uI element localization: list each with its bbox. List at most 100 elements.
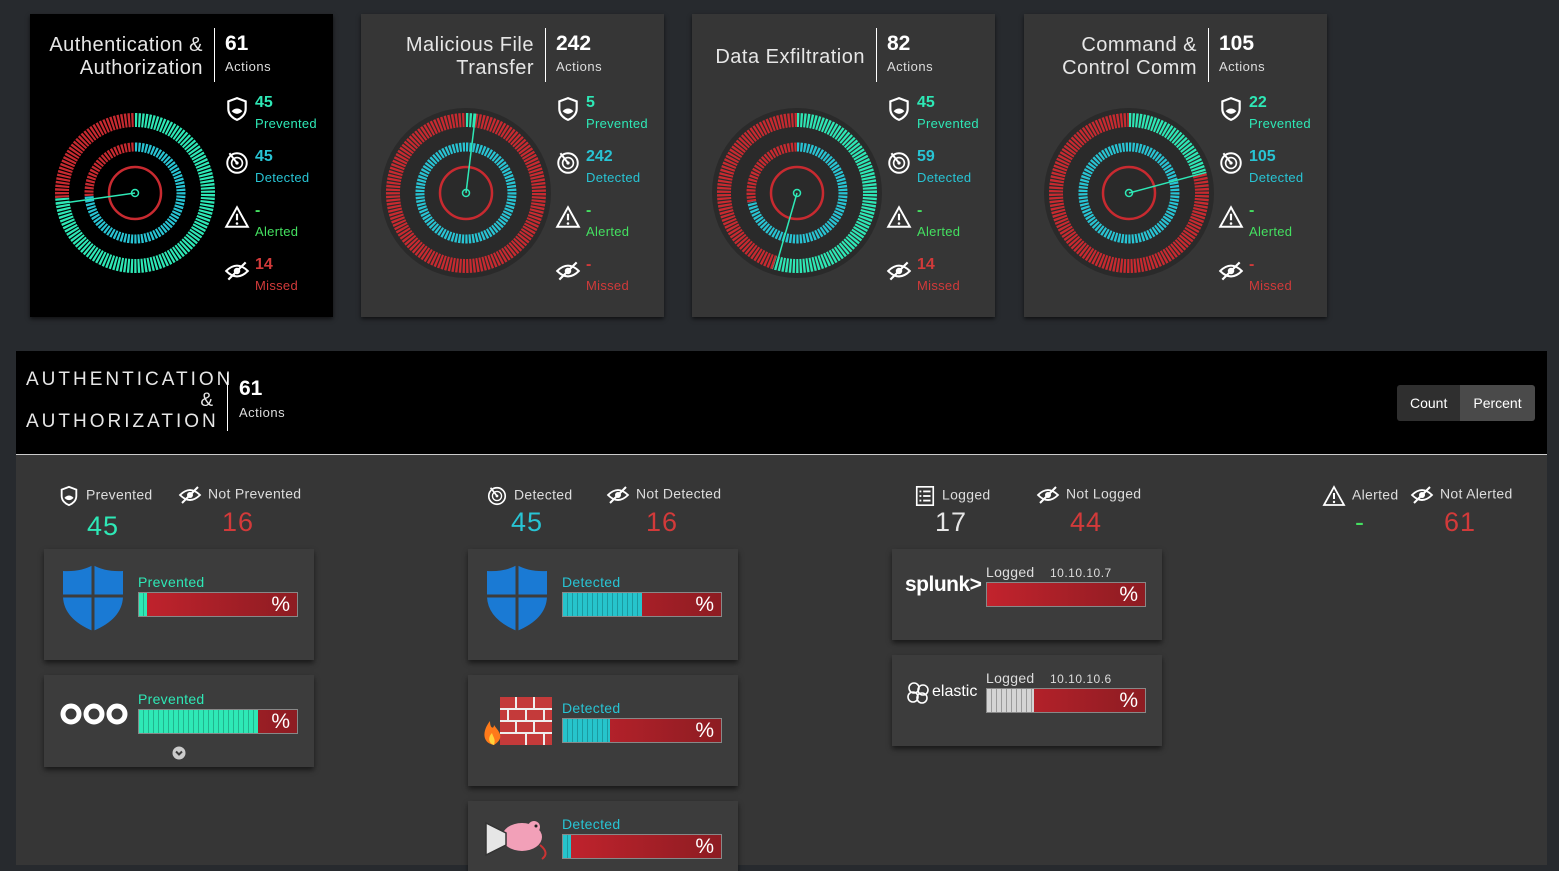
radial-gauge	[381, 108, 551, 278]
category-card[interactable]: Command & Control Comm 105 Actions 22 Prev…	[1024, 14, 1327, 317]
percent-symbol: %	[695, 719, 714, 742]
count-toggle-button[interactable]: Count	[1397, 385, 1461, 421]
radial-gauge	[55, 113, 215, 273]
detection-tile-snort[interactable]: Detected %	[468, 801, 738, 871]
prevented-percent-bar: %	[138, 592, 298, 617]
alerted-stat: - Alerted	[224, 202, 334, 246]
gauge-needle	[774, 192, 798, 271]
gauge-outer-negative-arc	[55, 113, 136, 199]
category-card[interactable]: Malicious File Transfer 242 Actions 5 Prev…	[361, 14, 664, 317]
logged-count: 17	[934, 507, 968, 537]
gauge-middle-ring	[438, 165, 494, 221]
missed-stat: 14 Missed	[224, 256, 334, 300]
eye-slash-icon	[1410, 486, 1434, 504]
missed-label: Missed	[1249, 278, 1292, 293]
card-title-divider	[545, 28, 546, 82]
card-title-line: Command &	[1081, 34, 1197, 56]
percent-symbol: %	[695, 593, 714, 616]
percent-toggle-button[interactable]: Percent	[1460, 385, 1535, 421]
prevented-stat: 45 Prevented	[224, 94, 334, 138]
detail-panel: AUTHENTICATION & AUTHORIZATION 61 Action…	[16, 351, 1547, 871]
prevented-label: Prevented	[255, 116, 317, 131]
alerted-stat: - Alerted	[555, 202, 665, 246]
percent-symbol: %	[271, 593, 290, 616]
alerted-label: Alerted	[255, 224, 299, 239]
prevention-tile-defender[interactable]: Prevented %	[44, 549, 314, 660]
warning-icon	[1322, 485, 1346, 506]
eye-slash-icon	[606, 486, 630, 504]
card-action-count: 82	[887, 32, 911, 55]
prevented-label: Prevented	[586, 116, 648, 131]
detection-tile-defender[interactable]: Detected %	[468, 549, 738, 660]
prevention-tile-three-circles[interactable]: Prevented %	[44, 675, 314, 767]
alerted-value: -	[255, 202, 261, 219]
missed-value: -	[1249, 256, 1255, 273]
elastic-logo: elastic	[932, 683, 978, 700]
radial-gauge	[1044, 108, 1214, 278]
card-title: Authentication & Authorization	[33, 34, 203, 80]
alerted-stat: - Alerted	[886, 202, 996, 246]
shield-icon	[889, 97, 909, 121]
percent-symbol: %	[1119, 583, 1138, 606]
not-detected-count: 16	[645, 507, 679, 537]
gauge-inner-positive-arc	[84, 142, 186, 244]
percent-symbol: %	[271, 710, 290, 733]
missed-value: -	[586, 256, 592, 273]
splunk-logo: splunk>	[905, 573, 982, 596]
prevented-percent-bar: %	[138, 709, 298, 734]
tile-label: Detected	[562, 574, 621, 590]
gauge-outer-negative-arc	[1049, 113, 1209, 273]
card-title-line: Data Exfiltration	[715, 46, 865, 68]
count-percent-toggle: Count Percent	[1397, 385, 1535, 421]
missed-label: Missed	[586, 278, 629, 293]
missed-value: 14	[917, 256, 935, 273]
detected-value: 45	[255, 148, 273, 165]
gauge-outer-positive-arc	[465, 113, 477, 128]
prevented-label: Prevented	[86, 486, 153, 503]
log-list-icon	[915, 486, 935, 506]
card-title: Data Exfiltration	[695, 46, 865, 69]
logging-tile-elastic[interactable]: elastic Logged 10.10.10.6 %	[892, 655, 1162, 746]
card-title-line: Authorization	[79, 57, 203, 79]
snort-pig-logo	[485, 821, 547, 860]
logged-label: Logged	[942, 486, 991, 503]
prevented-header: Prevented	[58, 485, 153, 507]
chevron-down-icon[interactable]	[172, 746, 186, 760]
card-actions-label: Actions	[225, 59, 272, 74]
prevented-value: 45	[917, 94, 935, 111]
gauge-outer-positive-arc	[772, 113, 877, 273]
missed-value: 14	[255, 256, 273, 273]
prevented-value: 22	[1249, 94, 1267, 111]
percent-symbol: %	[1119, 689, 1138, 712]
warning-icon	[224, 205, 250, 228]
warning-icon	[555, 205, 581, 228]
bar-fill	[563, 835, 571, 858]
not-logged-header: Not Logged	[1036, 485, 1141, 505]
shield-icon	[60, 485, 78, 507]
alerted-label: Alerted	[1249, 224, 1293, 239]
category-card[interactable]: Authentication & Authorization 61 Actions…	[30, 14, 333, 317]
panel-title-line-1: AUTHENTICATION	[26, 369, 234, 390]
alerted-count: -	[1355, 507, 1365, 537]
detection-tile-firewall[interactable]: Detected %	[468, 675, 738, 786]
alerted-label: Alerted	[586, 224, 630, 239]
missed-stat: - Missed	[1218, 256, 1328, 300]
card-title-divider	[876, 28, 877, 82]
gauge-outer-negative-arc	[716, 113, 798, 270]
detected-percent-bar: %	[562, 834, 722, 859]
card-actions-label: Actions	[556, 59, 603, 74]
eye-slash-icon	[1218, 261, 1244, 281]
eye-slash-icon	[224, 261, 250, 281]
radar-icon	[1220, 152, 1242, 174]
gauge-hub	[1124, 188, 1134, 198]
tile-label: Detected	[562, 700, 621, 716]
log-server-ip: 10.10.10.6	[1050, 672, 1112, 686]
card-title: Command & Control Comm	[1027, 34, 1197, 80]
gauge-inner-positive-arc	[747, 142, 848, 244]
prevented-stat: 22 Prevented	[1218, 94, 1328, 138]
detected-percent-bar: %	[562, 592, 722, 617]
category-card[interactable]: Data Exfiltration 82 Actions 45 Prevented…	[692, 14, 995, 317]
detected-label: Detected	[917, 170, 972, 185]
logging-tile-splunk[interactable]: splunk> Logged 10.10.10.7 %	[892, 549, 1162, 640]
not-prevented-label: Not Prevented	[208, 485, 302, 502]
